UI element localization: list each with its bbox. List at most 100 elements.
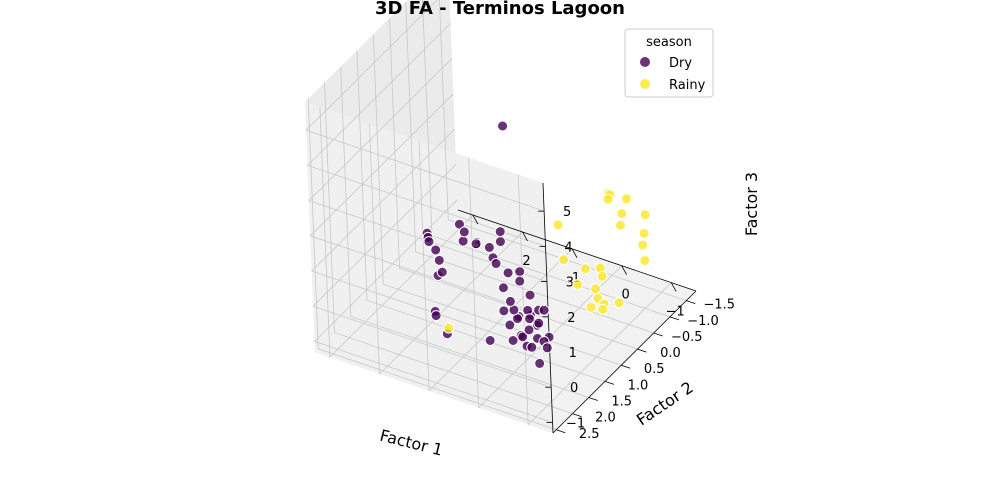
y-tick-label: −1.5 [703, 298, 735, 313]
data-point-dry [533, 317, 545, 329]
data-point-dry [430, 310, 442, 322]
y-tick [686, 300, 696, 305]
data-point-dry [497, 120, 509, 132]
x-tick [571, 248, 578, 259]
data-point-dry [498, 305, 510, 317]
data-point-dry [494, 236, 506, 248]
data-point-rainy [613, 297, 625, 309]
data-point-rainy [614, 219, 626, 231]
gridline-y [356, 50, 606, 382]
legend-label-rainy: Rainy [669, 78, 706, 93]
z-axis-label: Factor 3 [742, 172, 761, 236]
x-axis-line [457, 209, 697, 292]
x-tick-label: −1 [666, 305, 685, 320]
back-pane [305, 102, 553, 433]
gridline-y [405, 1, 654, 334]
x-tick [621, 265, 627, 275]
gridline-x [418, 140, 573, 392]
data-point-dry [457, 235, 469, 247]
gridline-x [369, 123, 523, 375]
data-point-dry [502, 267, 514, 279]
data-point-dry [524, 289, 536, 301]
data-point-rainy [638, 227, 650, 239]
data-points [421, 120, 651, 369]
gridline-x [517, 174, 672, 426]
x-tick-label: 2 [522, 254, 530, 269]
data-point-rainy [443, 322, 455, 334]
data-point-rainy [558, 254, 570, 266]
gridline-z [312, 163, 552, 388]
z-tick-label: 0 [570, 381, 578, 396]
legend-marker-rainy [640, 79, 650, 89]
data-point-rainy [639, 209, 651, 221]
y-tick [637, 348, 647, 353]
data-point-dry [483, 241, 495, 253]
legend-marker-dry [640, 57, 650, 67]
z-tick-label: 2 [567, 311, 575, 326]
data-point-dry [423, 236, 435, 248]
data-point-dry [436, 266, 448, 278]
x-tick [472, 214, 479, 225]
data-point-dry [526, 341, 538, 353]
data-point-dry [523, 324, 535, 336]
gridline-z [313, 199, 553, 423]
data-point-rainy [572, 278, 584, 290]
x-axis-label: Factor 1 [378, 426, 445, 460]
y-tick-label: 2.0 [595, 411, 616, 426]
data-point-dry [514, 275, 526, 287]
y-tick [572, 413, 582, 418]
data-point-rainy [579, 263, 591, 275]
x-tick [522, 231, 528, 242]
y-axis-line [552, 290, 697, 434]
data-point-rainy [616, 208, 628, 220]
gridline-y [307, 98, 557, 431]
z-tick-label: 5 [563, 205, 571, 220]
y-tick-label: −0.5 [671, 330, 703, 345]
gridline-z [305, 0, 545, 212]
gridline-y [389, 18, 638, 350]
data-point-dry [514, 266, 526, 278]
data-point-dry [524, 313, 536, 325]
data-point-rainy [590, 283, 602, 295]
data-point-rainy [596, 270, 608, 282]
y-tick-label: 0.0 [660, 346, 681, 361]
y-tick [604, 380, 615, 385]
y-tick-label: 2.5 [579, 427, 600, 442]
gridline-z [311, 128, 550, 353]
data-point-dry [538, 304, 550, 316]
gridline-z [308, 58, 548, 282]
data-point-dry [517, 331, 529, 343]
z-tick-label: −1 [566, 416, 585, 431]
y-tick-label: 1.0 [628, 378, 649, 393]
z-tick-label: 3 [566, 276, 574, 291]
legend: season Dry Rainy [624, 28, 714, 98]
z-tick-label: 4 [564, 240, 572, 255]
data-point-rainy [621, 193, 633, 205]
y-tick-label: 1.5 [611, 395, 632, 410]
data-point-rainy [602, 193, 614, 205]
y-tick-label: 0.5 [644, 362, 665, 377]
data-point-dry [534, 357, 546, 369]
y-tick [653, 332, 663, 337]
data-point-dry [433, 254, 445, 266]
data-point-dry [497, 282, 509, 294]
data-point-dry [484, 334, 496, 346]
z-tick-label: 1 [569, 346, 577, 361]
x-tick-label: 1 [572, 271, 580, 286]
data-point-rainy [637, 239, 649, 251]
gridline-z [306, 23, 546, 247]
data-point-rainy [639, 254, 651, 266]
data-point-dry [541, 342, 553, 354]
data-point-dry [430, 244, 442, 256]
data-point-rainy [597, 303, 609, 315]
data-point-dry [507, 334, 519, 346]
legend-title: season [646, 35, 692, 50]
data-point-dry [470, 238, 482, 250]
y-tick [556, 429, 566, 434]
y-tick [588, 397, 598, 401]
data-point-dry [453, 218, 465, 230]
data-point-dry [504, 295, 516, 307]
data-point-dry [504, 319, 516, 331]
